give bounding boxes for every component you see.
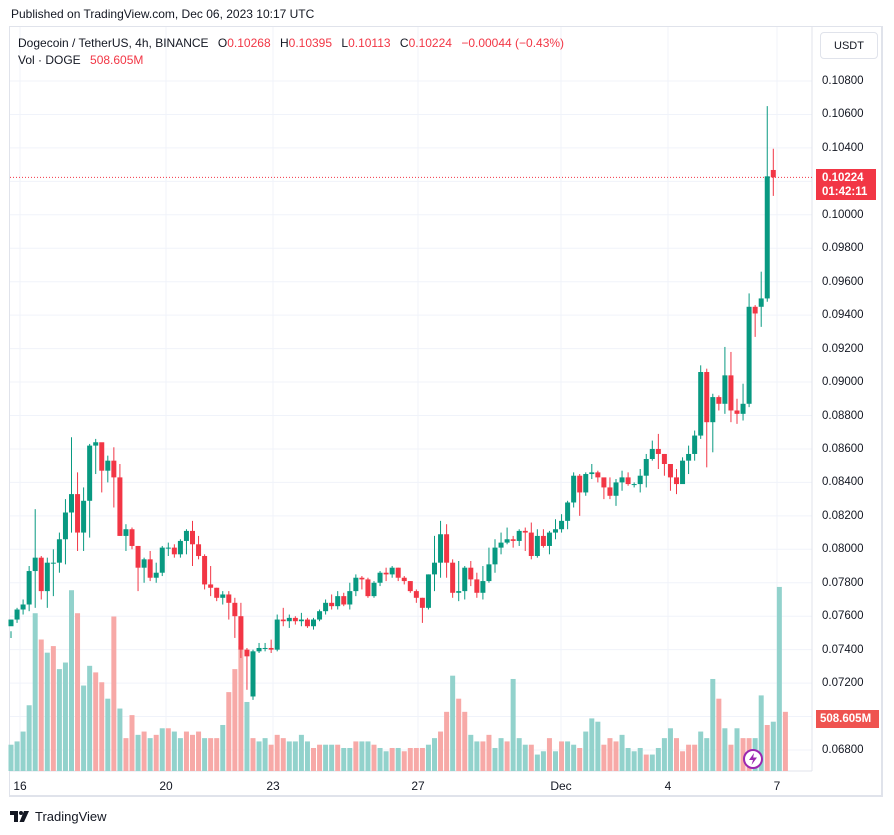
time-tick: 16 — [13, 779, 27, 793]
bar-countdown: 01:42:11 — [822, 186, 868, 198]
lightning-icon[interactable] — [743, 749, 763, 769]
close-value: 0.10224 — [408, 36, 452, 50]
price-tick: 0.06800 — [822, 744, 864, 756]
price-tick: 0.08200 — [822, 509, 864, 522]
published-caption: Published on TradingView.com, Dec 06, 20… — [11, 7, 315, 21]
last-volume-label: 508.605M — [816, 710, 879, 728]
open-label: O — [217, 36, 228, 50]
symbol-row: Dogecoin / TetherUS, 4h, BINANCE O0.1026… — [18, 35, 564, 52]
price-tick: 0.09800 — [822, 242, 864, 255]
volume-row: Vol · DOGE 508.605M — [18, 52, 564, 69]
price-tick: 0.10800 — [822, 75, 864, 87]
price-tick: 0.07800 — [822, 576, 864, 589]
price-tick: 0.10000 — [822, 208, 864, 221]
change-value: −0.00044 (−0.43%) — [461, 36, 565, 50]
time-tick: 27 — [411, 779, 425, 793]
price-tick: 0.08800 — [822, 409, 864, 422]
low-value: 0.10113 — [348, 36, 391, 50]
close-label: C — [399, 36, 409, 50]
price-tick: 0.09200 — [822, 342, 864, 355]
time-tick: 4 — [664, 779, 672, 793]
symbol-name[interactable]: Dogecoin / TetherUS, 4h, BINANCE — [18, 36, 209, 50]
price-tick: 0.10600 — [822, 108, 864, 121]
price-tick: 0.08400 — [822, 476, 864, 489]
time-tick: 20 — [159, 779, 173, 793]
price-tick: 0.07600 — [822, 610, 864, 623]
price-tick: 0.09600 — [822, 275, 864, 288]
chart-legend: Dogecoin / TetherUS, 4h, BINANCE O0.1026… — [18, 35, 564, 69]
price-tick: 0.10400 — [822, 141, 864, 154]
high-label: H — [279, 36, 289, 50]
price-tick: 0.09400 — [822, 309, 864, 322]
price-tick: 0.09000 — [822, 376, 864, 389]
price-tick: 0.08000 — [822, 543, 864, 556]
price-tick: 0.07400 — [822, 643, 864, 656]
last-price-value: 0.10224 — [822, 172, 864, 184]
price-tick: 0.08600 — [822, 442, 864, 455]
low-label: L — [341, 36, 349, 50]
volume-value: 508.605M — [90, 53, 144, 67]
high-value: 0.10395 — [288, 36, 333, 50]
last-price-label: 0.10224 01:42:11 — [816, 169, 876, 200]
tradingview-brand: TradingView — [35, 809, 107, 824]
tv-logo-icon — [10, 811, 29, 822]
time-tick: 7 — [773, 779, 781, 793]
currency-unit-button[interactable]: USDT — [820, 32, 878, 59]
time-tick: 23 — [266, 779, 280, 793]
time-tick: Dec — [550, 779, 572, 793]
tradingview-logo[interactable]: TradingView — [10, 809, 107, 824]
volume-label[interactable]: Vol · DOGE — [18, 53, 81, 67]
price-tick: 0.07200 — [822, 677, 864, 690]
open-value: 0.10268 — [227, 36, 271, 50]
chart-frame — [9, 26, 883, 797]
